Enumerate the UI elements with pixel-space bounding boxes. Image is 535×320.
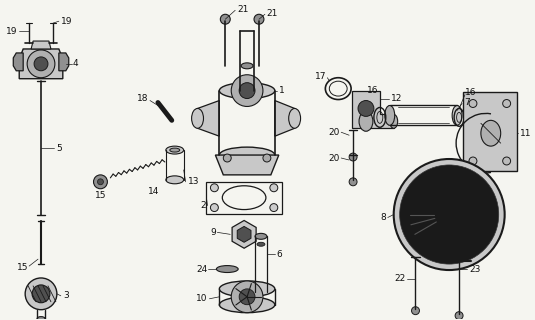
- Polygon shape: [463, 92, 517, 171]
- Circle shape: [25, 278, 57, 310]
- Text: 3: 3: [63, 291, 68, 300]
- Polygon shape: [59, 53, 69, 71]
- Ellipse shape: [481, 120, 501, 146]
- Circle shape: [239, 289, 255, 305]
- Text: 4: 4: [73, 59, 78, 68]
- Circle shape: [27, 50, 55, 78]
- Text: 7: 7: [464, 98, 470, 107]
- Text: 9: 9: [211, 228, 216, 237]
- Circle shape: [231, 75, 263, 107]
- Text: 15: 15: [95, 191, 106, 200]
- Circle shape: [469, 100, 477, 108]
- Ellipse shape: [219, 83, 275, 99]
- Text: 10: 10: [196, 294, 208, 303]
- Polygon shape: [19, 49, 63, 79]
- Ellipse shape: [389, 114, 398, 128]
- Circle shape: [254, 14, 264, 24]
- Ellipse shape: [452, 106, 462, 125]
- Text: 23: 23: [469, 265, 480, 274]
- Text: 17: 17: [315, 72, 326, 81]
- Text: 6: 6: [277, 250, 282, 259]
- Text: 8: 8: [380, 213, 386, 222]
- Circle shape: [349, 153, 357, 161]
- Ellipse shape: [359, 111, 373, 131]
- Ellipse shape: [241, 88, 253, 93]
- Ellipse shape: [192, 108, 203, 128]
- Circle shape: [223, 154, 231, 162]
- Circle shape: [411, 307, 419, 315]
- Circle shape: [97, 179, 103, 185]
- Text: 16: 16: [367, 86, 379, 95]
- Circle shape: [231, 281, 263, 313]
- Polygon shape: [216, 155, 279, 175]
- Ellipse shape: [166, 146, 184, 154]
- Ellipse shape: [289, 108, 301, 128]
- Text: 2: 2: [201, 201, 207, 210]
- Circle shape: [503, 157, 510, 165]
- Text: 16: 16: [465, 88, 477, 97]
- Ellipse shape: [216, 266, 238, 273]
- Circle shape: [220, 14, 230, 24]
- Text: 19: 19: [6, 27, 18, 36]
- Circle shape: [349, 178, 357, 186]
- Polygon shape: [197, 100, 219, 136]
- Ellipse shape: [166, 176, 184, 184]
- Text: 20: 20: [329, 154, 340, 163]
- Polygon shape: [237, 227, 251, 242]
- Circle shape: [455, 312, 463, 320]
- Polygon shape: [275, 100, 295, 136]
- Text: 1: 1: [279, 86, 285, 95]
- Polygon shape: [232, 220, 256, 248]
- Polygon shape: [31, 41, 51, 49]
- Text: 18: 18: [136, 94, 148, 103]
- Text: 20: 20: [329, 128, 340, 137]
- Ellipse shape: [241, 63, 253, 69]
- Text: 21: 21: [237, 5, 249, 14]
- Circle shape: [400, 165, 499, 264]
- Ellipse shape: [257, 242, 265, 246]
- Circle shape: [469, 157, 477, 165]
- Text: 13: 13: [188, 177, 199, 186]
- Circle shape: [210, 184, 218, 192]
- Circle shape: [270, 204, 278, 212]
- Ellipse shape: [219, 297, 275, 313]
- Text: 21: 21: [266, 9, 277, 18]
- Ellipse shape: [385, 106, 395, 125]
- Polygon shape: [352, 91, 394, 128]
- Circle shape: [503, 100, 510, 108]
- Circle shape: [270, 184, 278, 192]
- Circle shape: [358, 100, 374, 116]
- Text: 12: 12: [391, 94, 402, 103]
- Circle shape: [239, 83, 255, 99]
- Text: 14: 14: [148, 187, 159, 196]
- Text: 19: 19: [61, 17, 72, 26]
- Ellipse shape: [37, 316, 45, 320]
- Circle shape: [94, 175, 108, 189]
- Circle shape: [32, 285, 50, 303]
- Ellipse shape: [219, 147, 275, 163]
- Text: 22: 22: [394, 275, 406, 284]
- Circle shape: [34, 57, 48, 71]
- Ellipse shape: [255, 233, 267, 239]
- Polygon shape: [13, 53, 23, 71]
- Ellipse shape: [255, 289, 267, 295]
- Ellipse shape: [219, 281, 275, 297]
- Circle shape: [210, 204, 218, 212]
- Circle shape: [263, 154, 271, 162]
- Text: 15: 15: [17, 263, 28, 272]
- Circle shape: [394, 159, 505, 270]
- Text: 24: 24: [196, 265, 208, 274]
- Text: 5: 5: [56, 144, 62, 153]
- Text: 11: 11: [519, 129, 531, 138]
- Ellipse shape: [170, 148, 180, 152]
